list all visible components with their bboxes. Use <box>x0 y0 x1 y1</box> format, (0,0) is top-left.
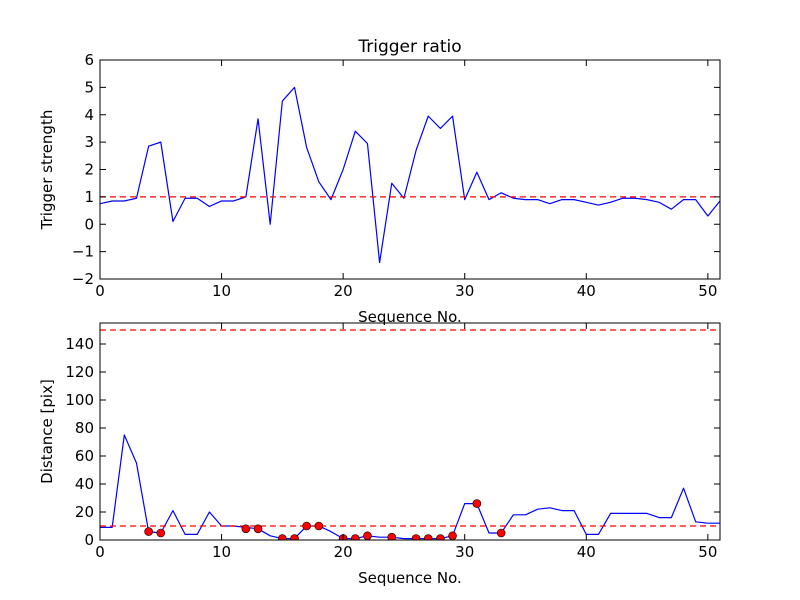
data-marker <box>253 524 263 534</box>
x-tick-label: 0 <box>95 282 105 300</box>
x-axis-label: Sequence No. <box>358 569 462 587</box>
data-marker <box>448 531 457 540</box>
y-tick-label: 80 <box>75 419 94 437</box>
data-marker <box>302 521 311 531</box>
y-tick-label: 20 <box>75 503 94 521</box>
x-tick-label: 20 <box>334 543 353 561</box>
y-tick-label: 120 <box>65 363 94 381</box>
data-marker <box>363 531 372 540</box>
y-tick-label: −2 <box>72 270 94 288</box>
data-marker <box>387 532 397 540</box>
x-tick-label: 0 <box>95 543 105 561</box>
chart-title: Trigger ratio <box>357 37 461 57</box>
x-tick-label: 10 <box>212 282 231 300</box>
data-marker <box>314 521 324 531</box>
x-tick-label: 30 <box>455 543 474 561</box>
data-line <box>100 434 720 540</box>
trigger-ratio-panel: 0 10 20 30 40 50 −2 −1 0 1 2 3 4 5 6 Trigger ratio Seque… <box>38 37 721 326</box>
y-tick-label: −1 <box>72 243 94 261</box>
data-marker <box>436 534 445 540</box>
data-marker <box>472 499 482 508</box>
y-tick-label: 140 <box>65 335 94 353</box>
x-tick-label: 40 <box>577 282 596 300</box>
data-marker <box>350 534 360 540</box>
y-tick-label: 3 <box>84 133 94 151</box>
x-tick-label: 50 <box>698 282 717 300</box>
y-tick-label: 60 <box>75 447 94 465</box>
plot-area <box>100 329 720 540</box>
data-marker <box>156 528 166 538</box>
x-axis-label: Sequence No. <box>358 308 462 326</box>
y-tick-label: 5 <box>84 78 94 96</box>
y-tick-label: 1 <box>84 188 94 206</box>
x-tick-label: 30 <box>455 282 474 300</box>
data-marker <box>278 534 287 540</box>
x-tick-label: 50 <box>698 543 717 561</box>
axes-frame <box>99 322 721 541</box>
x-tick-label: 10 <box>212 543 231 561</box>
y-tick-label: 6 <box>84 51 94 69</box>
y-tick-label: 100 <box>65 391 94 409</box>
x-tick-label: 40 <box>577 543 596 561</box>
y-tick-label: 40 <box>75 475 94 493</box>
x-tick-label: 20 <box>334 282 353 300</box>
y-axis-label: Trigger strength <box>38 110 56 231</box>
y-tick-label: 0 <box>84 215 94 233</box>
data-marker <box>496 528 506 538</box>
data-marker <box>241 524 251 534</box>
data-marker <box>411 534 421 540</box>
y-tick-label: 2 <box>84 161 94 179</box>
y-tick-label: 0 <box>84 531 94 549</box>
data-marker <box>290 534 299 540</box>
data-line <box>100 86 720 264</box>
plot-area <box>100 86 720 264</box>
distance-panel: 0 10 20 30 40 50 0 20 40 60 80 100 120 140 Sequence No… <box>38 322 721 587</box>
data-marker <box>423 534 433 540</box>
y-tick-label: 4 <box>84 106 94 124</box>
data-marker <box>144 527 153 536</box>
y-axis-label: Distance [pix] <box>38 379 56 484</box>
